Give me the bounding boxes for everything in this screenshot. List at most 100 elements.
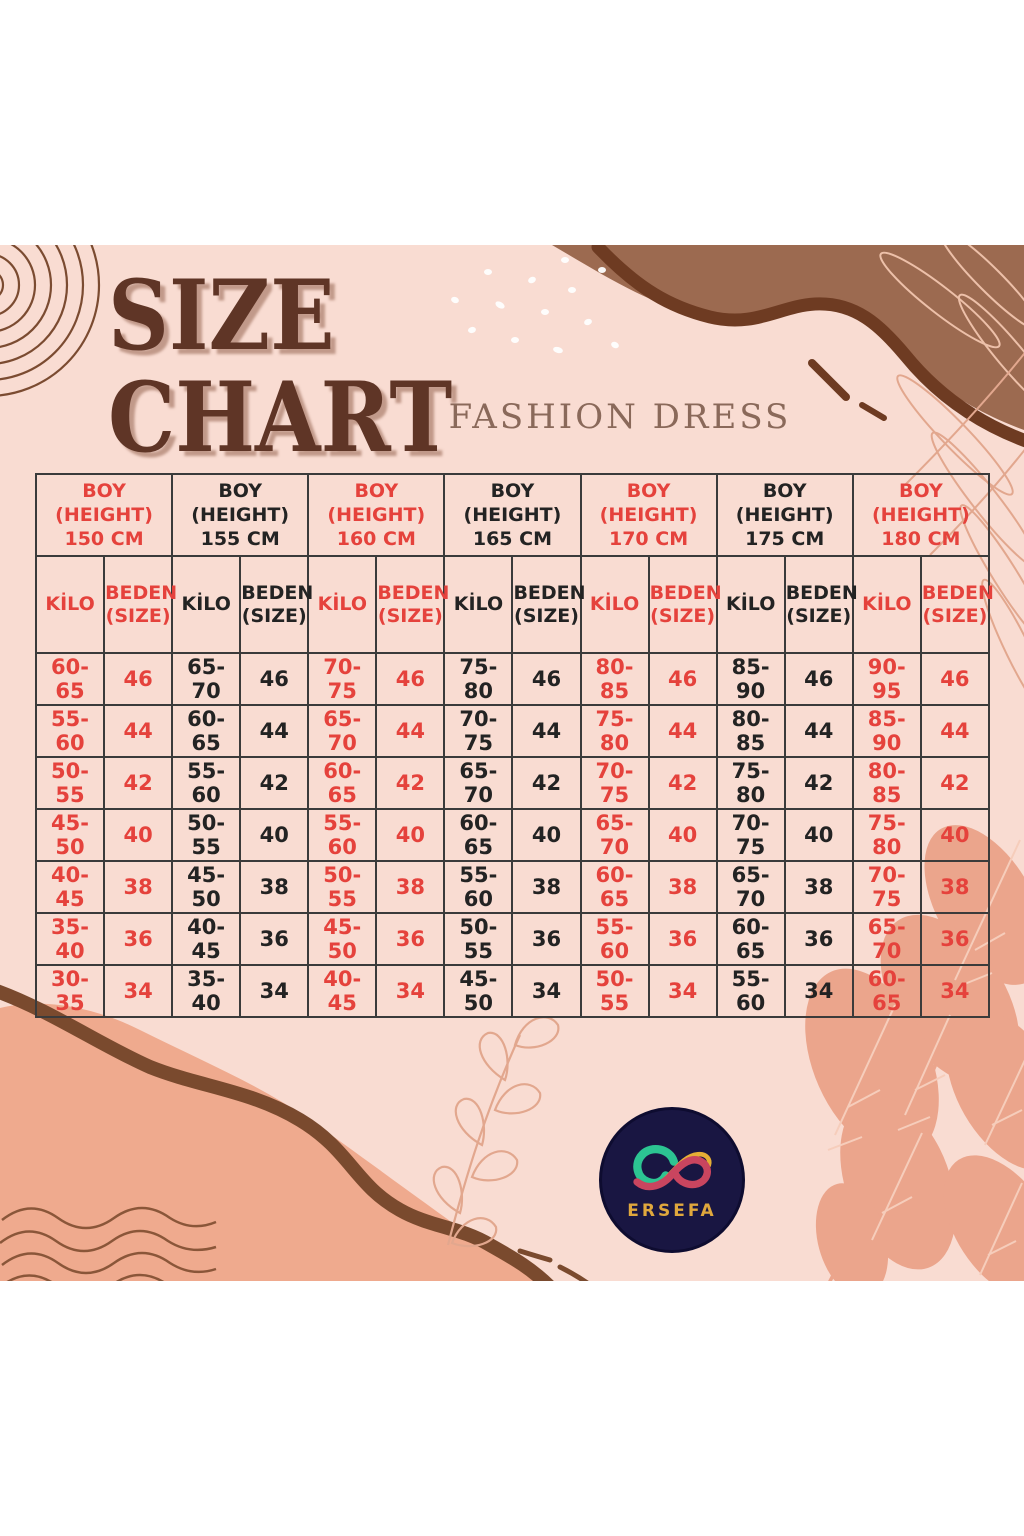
size-cell: 36 bbox=[103, 912, 174, 966]
beden-column-header: BEDEN (SIZE) bbox=[647, 555, 722, 654]
kilo-cell: 45-50 bbox=[34, 808, 106, 862]
kilo-cell: 30-35 bbox=[34, 964, 106, 1018]
height-header-165: BOY (HEIGHT) 165 CM bbox=[443, 473, 582, 557]
size-cell: 44 bbox=[239, 704, 310, 758]
height-header-150: BOY (HEIGHT) 150 CM bbox=[34, 473, 174, 557]
size-cell: 42 bbox=[783, 756, 854, 810]
kilo-column-header: KİLO bbox=[715, 555, 786, 654]
height-header-180: BOY (HEIGHT) 180 CM bbox=[851, 473, 991, 557]
kilo-cell: 45-50 bbox=[443, 964, 514, 1018]
size-cell: 38 bbox=[375, 860, 446, 914]
kilo-column-header: KİLO bbox=[851, 555, 922, 654]
size-cell: 40 bbox=[919, 808, 991, 862]
kilo-cell: 70-75 bbox=[307, 652, 378, 706]
kilo-cell: 45-50 bbox=[307, 912, 378, 966]
size-cell: 38 bbox=[783, 860, 854, 914]
size-cell: 46 bbox=[783, 652, 854, 706]
kilo-cell: 50-55 bbox=[579, 964, 650, 1018]
height-header-line: 175 CM bbox=[745, 528, 825, 550]
size-cell: 34 bbox=[647, 964, 718, 1018]
kilo-cell: 65-70 bbox=[443, 756, 514, 810]
size-cell: 36 bbox=[375, 912, 446, 966]
height-header-line: (HEIGHT) bbox=[599, 504, 698, 526]
kilo-column-header: KİLO bbox=[34, 555, 106, 654]
size-cell: 46 bbox=[647, 652, 718, 706]
size-cell: 44 bbox=[103, 704, 174, 758]
height-header-line: BOY bbox=[218, 480, 263, 502]
size-cell: 44 bbox=[511, 704, 582, 758]
height-header-line: (HEIGHT) bbox=[55, 504, 153, 526]
kilo-cell: 70-75 bbox=[443, 704, 514, 758]
size-cell: 34 bbox=[919, 964, 991, 1018]
kilo-cell: 70-75 bbox=[715, 808, 786, 862]
kilo-cell: 50-55 bbox=[171, 808, 242, 862]
size-cell: 36 bbox=[783, 912, 854, 966]
size-cell: 38 bbox=[919, 860, 991, 914]
size-cell: 42 bbox=[511, 756, 582, 810]
size-cell: 34 bbox=[511, 964, 582, 1018]
size-cell: 40 bbox=[375, 808, 446, 862]
size-cell: 40 bbox=[103, 808, 174, 862]
beden-column-header: BEDEN (SIZE) bbox=[103, 555, 177, 654]
size-cell: 46 bbox=[375, 652, 446, 706]
size-cell: 46 bbox=[239, 652, 310, 706]
beden-header-line: (SIZE) bbox=[514, 604, 579, 627]
size-cell: 38 bbox=[647, 860, 718, 914]
kilo-cell: 65-70 bbox=[579, 808, 650, 862]
kilo-cell: 70-75 bbox=[579, 756, 650, 810]
beden-header-line: BEDEN bbox=[785, 581, 858, 604]
beden-header-line: (SIZE) bbox=[786, 604, 852, 627]
table-row: 45-50 40 50-55 40 55-60 40 60-65 40 65-70 40 70-75… bbox=[34, 808, 991, 862]
kilo-cell: 80-85 bbox=[715, 704, 786, 758]
size-table: BOY (HEIGHT) 150 CM BOY (HEIGHT) 155 CM BOY (HE… bbox=[34, 473, 994, 1018]
poster-panel: SIZE CHART FASHION DRESS BOY (HEIGHT) 150 … bbox=[0, 245, 1024, 1281]
kilo-cell: 55-60 bbox=[171, 756, 242, 810]
beden-header-line: BEDEN bbox=[241, 581, 314, 604]
kilo-cell: 50-55 bbox=[443, 912, 514, 966]
height-header-line: 150 CM bbox=[64, 528, 144, 550]
brand-logo: ERSEFA bbox=[599, 1107, 745, 1253]
kilo-cell: 60-65 bbox=[171, 704, 242, 758]
infinity-swirl-icon bbox=[633, 1144, 712, 1190]
kilo-cell: 35-40 bbox=[34, 912, 106, 966]
beden-header-line: BEDEN bbox=[377, 581, 450, 604]
kilo-cell: 55-60 bbox=[579, 912, 650, 966]
kilo-cell: 75-80 bbox=[579, 704, 650, 758]
size-cell: 36 bbox=[647, 912, 718, 966]
page-title: SIZE CHART bbox=[108, 265, 452, 469]
table-row: 55-60 44 60-65 44 65-70 44 70-75 44 75-80 44 80-85… bbox=[34, 704, 991, 758]
kilo-column-header: KİLO bbox=[443, 555, 514, 654]
table-row: 35-40 36 40-45 36 45-50 36 50-55 36 55-60 36 60-65… bbox=[34, 912, 991, 966]
size-cell: 44 bbox=[375, 704, 446, 758]
table-row: 30-35 34 35-40 34 40-45 34 45-50 34 50-55 34 55-60… bbox=[34, 964, 991, 1018]
beden-column-header: BEDEN (SIZE) bbox=[511, 555, 586, 654]
size-cell: 46 bbox=[511, 652, 582, 706]
table-row: 50-55 42 55-60 42 60-65 42 65-70 42 70-75 42 75-80… bbox=[34, 756, 991, 810]
size-cell: 34 bbox=[103, 964, 174, 1018]
size-cell: 36 bbox=[511, 912, 582, 966]
kilo-cell: 40-45 bbox=[34, 860, 106, 914]
kilo-cell: 75-80 bbox=[851, 808, 922, 862]
kilo-cell: 45-50 bbox=[171, 860, 242, 914]
height-header-line: (HEIGHT) bbox=[191, 504, 290, 526]
size-cell: 42 bbox=[239, 756, 310, 810]
beden-header-line: BEDEN bbox=[649, 581, 722, 604]
size-cell: 36 bbox=[239, 912, 310, 966]
size-cell: 42 bbox=[103, 756, 174, 810]
table-row: 40-45 38 45-50 38 50-55 38 55-60 38 60-65 38 65-70… bbox=[34, 860, 991, 914]
size-cell: 44 bbox=[919, 704, 991, 758]
kilo-cell: 85-90 bbox=[851, 704, 922, 758]
height-header-line: 160 CM bbox=[336, 528, 416, 550]
size-cell: 42 bbox=[647, 756, 718, 810]
kilo-cell: 75-80 bbox=[443, 652, 514, 706]
size-cell: 34 bbox=[783, 964, 854, 1018]
brown-blob-icon bbox=[552, 245, 1024, 448]
size-cell: 36 bbox=[919, 912, 991, 966]
height-header-line: BOY bbox=[762, 480, 807, 502]
kilo-cell: 55-60 bbox=[307, 808, 378, 862]
size-cell: 38 bbox=[103, 860, 174, 914]
title-line-1: SIZE bbox=[108, 259, 335, 372]
kilo-cell: 50-55 bbox=[34, 756, 106, 810]
beden-header-line: (SIZE) bbox=[650, 604, 716, 627]
height-header-160: BOY (HEIGHT) 160 CM bbox=[307, 473, 446, 557]
